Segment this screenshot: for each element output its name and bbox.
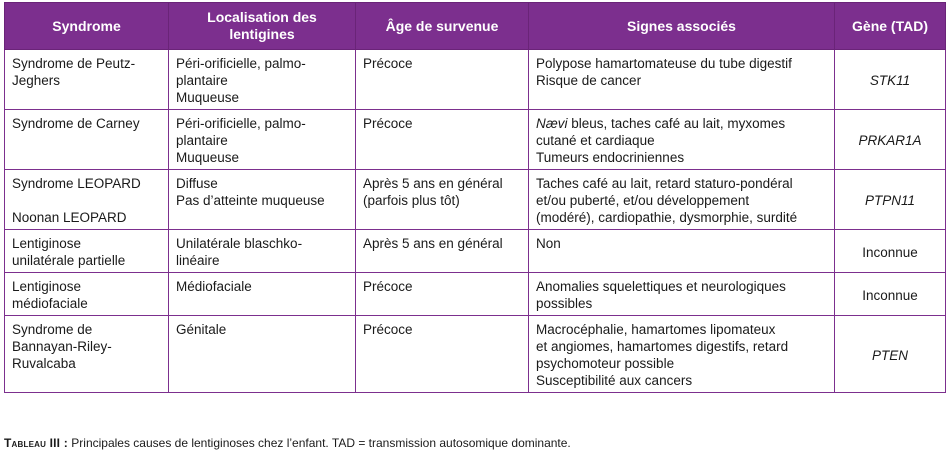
naevi-italic: Nævi <box>536 116 568 131</box>
cell-gene: Inconnue <box>834 272 946 316</box>
cell-signes: Non <box>528 229 835 273</box>
cell-age: Précoce <box>355 109 529 170</box>
caption-label: Tableau III : <box>4 436 68 450</box>
header-syndrome: Syndrome <box>4 2 169 50</box>
cell-gene: PTPN11 <box>834 169 946 230</box>
cell-age: Précoce <box>355 272 529 316</box>
cell-age: Précoce <box>355 49 529 110</box>
cell-syndrome: Lentiginose médiofaciale <box>4 272 169 316</box>
table-row: Syndrome LEOPARD Noonan LEOPARD Diffuse … <box>4 169 946 230</box>
cell-age: Précoce <box>355 315 529 393</box>
header-row: Syndrome Localisation des lentigines Âge… <box>4 2 946 50</box>
table-caption: Tableau III : Principales causes de lent… <box>4 436 571 450</box>
table-row: Lentiginose médiofaciale Médiofaciale Pr… <box>4 272 946 316</box>
cell-age: Après 5 ans en général <box>355 229 529 273</box>
caption-text: Principales causes de lentiginoses chez … <box>67 436 571 450</box>
cell-age: Après 5 ans en général (parfois plus tôt… <box>355 169 529 230</box>
header-localisation: Localisation des lentigines <box>168 2 356 50</box>
table-row: Syndrome de Bannayan-Riley- Ruvalcaba Gé… <box>4 315 946 393</box>
table-row: Syndrome de Peutz- Jeghers Péri-orificie… <box>4 49 946 110</box>
table-row: Syndrome de Carney Péri-orificielle, pal… <box>4 109 946 170</box>
cell-syndrome: Lentiginose unilatérale partielle <box>4 229 169 273</box>
cell-signes: Taches café au lait, retard staturo-pond… <box>528 169 835 230</box>
cell-localisation: Médiofaciale <box>168 272 356 316</box>
cell-localisation: Génitale <box>168 315 356 393</box>
cell-syndrome: Syndrome de Peutz- Jeghers <box>4 49 169 110</box>
header-signes: Signes associés <box>528 2 835 50</box>
cell-gene: STK11 <box>834 49 946 110</box>
cell-syndrome: Syndrome LEOPARD Noonan LEOPARD <box>4 169 169 230</box>
cell-localisation: Péri-orificielle, palmo- plantaire Muque… <box>168 49 356 110</box>
cell-signes: Macrocéphalie, hamartomes lipomateux et … <box>528 315 835 393</box>
cell-syndrome: Syndrome de Bannayan-Riley- Ruvalcaba <box>4 315 169 393</box>
cell-localisation: Diffuse Pas d’atteinte muqueuse <box>168 169 356 230</box>
cell-localisation: Péri-orificielle, palmo- plantaire Muque… <box>168 109 356 170</box>
cell-syndrome: Syndrome de Carney <box>4 109 169 170</box>
cell-gene: Inconnue <box>834 229 946 273</box>
cell-localisation: Unilatérale blaschko- linéaire <box>168 229 356 273</box>
lentiginoses-table: Syndrome Localisation des lentigines Âge… <box>4 2 946 393</box>
cell-signes: Anomalies squelettiques et neurologiques… <box>528 272 835 316</box>
header-gene: Gène (TAD) <box>834 2 946 50</box>
cell-gene: PTEN <box>834 315 946 393</box>
cell-signes: Polypose hamartomateuse du tube digestif… <box>528 49 835 110</box>
table-row: Lentiginose unilatérale partielle Unilat… <box>4 229 946 273</box>
header-age: Âge de survenue <box>355 2 529 50</box>
cell-gene: PRKAR1A <box>834 109 946 170</box>
cell-signes: Nævi bleus, taches café au lait, myxomes… <box>528 109 835 170</box>
